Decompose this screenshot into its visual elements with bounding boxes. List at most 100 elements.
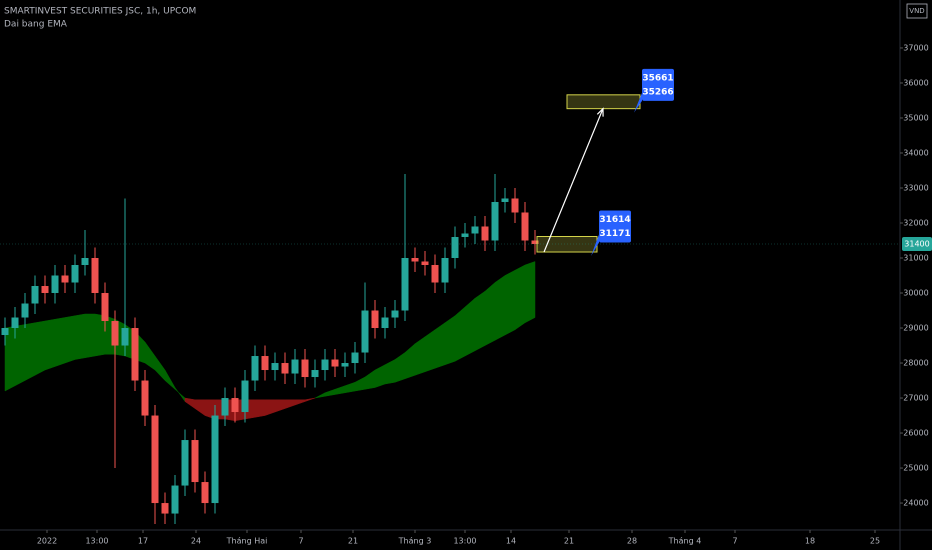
ema-band xyxy=(524,261,536,324)
ema-band xyxy=(404,343,416,380)
candle-body xyxy=(531,240,539,244)
candle-body xyxy=(271,363,279,371)
candle-body xyxy=(71,265,79,283)
candle-body xyxy=(451,236,459,258)
candle-body xyxy=(31,286,39,304)
candle-body xyxy=(221,398,229,416)
candle-body xyxy=(481,226,489,241)
candle-body xyxy=(441,257,449,283)
x-tick-label: Tháng 3 xyxy=(398,537,432,546)
x-tick-label: 28 xyxy=(627,537,637,546)
callout-label: 35266 xyxy=(642,87,673,97)
candle-body xyxy=(101,293,109,322)
ema-band xyxy=(164,369,176,390)
x-tick-label: 21 xyxy=(348,537,358,546)
candle-body xyxy=(21,303,29,318)
ema-band xyxy=(54,317,66,367)
target-zone xyxy=(566,94,641,110)
candle-body xyxy=(421,261,429,265)
candle-body xyxy=(261,356,269,371)
candle-body xyxy=(351,352,359,364)
candle-body xyxy=(331,359,339,367)
ema-band xyxy=(424,329,436,373)
callout-pointer xyxy=(591,234,599,257)
candle-body xyxy=(51,275,59,294)
y-tick-label: 25000 xyxy=(903,464,928,473)
y-tick-label: 30000 xyxy=(903,289,928,298)
currency-box[interactable] xyxy=(906,3,928,19)
callout-label: 31171 xyxy=(599,229,630,239)
candle-body xyxy=(11,317,19,329)
ema-band xyxy=(484,281,496,346)
x-tick-label: 14 xyxy=(506,537,516,546)
ema-band xyxy=(314,392,326,399)
candle-body xyxy=(341,363,349,367)
arrow-head xyxy=(596,107,604,117)
y-tick-label: 37000 xyxy=(903,43,928,52)
candle-body xyxy=(171,485,179,514)
ema-band xyxy=(454,306,466,362)
ema-band xyxy=(194,399,206,417)
last-price-label: 31400 xyxy=(904,239,929,248)
candle-body xyxy=(391,310,399,318)
ema-band xyxy=(64,315,76,364)
candle-body xyxy=(491,201,499,241)
candle-body xyxy=(91,257,99,294)
last-price-tag xyxy=(902,236,932,251)
candle-body xyxy=(281,363,289,374)
candle-body xyxy=(61,275,69,283)
y-tick-label: 32000 xyxy=(903,218,928,227)
ema-band xyxy=(354,376,366,392)
currency[interactable]: VND xyxy=(909,7,924,15)
candle-body xyxy=(251,356,259,381)
ema-band xyxy=(74,313,86,360)
candle-body xyxy=(231,398,239,413)
ema-band xyxy=(174,386,186,403)
ema-band xyxy=(284,399,296,409)
ema-band xyxy=(394,352,406,383)
x-tick-label: 18 xyxy=(805,537,815,546)
ema-band xyxy=(334,385,346,395)
ema-band xyxy=(444,315,456,366)
y-tick-label: 33000 xyxy=(903,183,928,192)
callout-label: 35661 xyxy=(642,73,673,83)
ema-band xyxy=(154,355,166,382)
x-tick-label: 21 xyxy=(564,537,574,546)
candle-body xyxy=(521,212,529,241)
candle-body xyxy=(471,226,479,234)
price-callout xyxy=(642,68,674,101)
symbol-title: SMARTINVEST SECURITIES JSC, 1h, UPCOM xyxy=(4,7,196,17)
candle-body xyxy=(371,310,379,329)
candle-body xyxy=(191,440,199,483)
y-tick-label: 34000 xyxy=(903,148,928,157)
ema-band xyxy=(364,369,376,390)
ema-band xyxy=(184,397,196,410)
ema-band xyxy=(464,297,476,357)
ema-band xyxy=(84,313,96,359)
candle-body xyxy=(181,440,189,486)
ema-band xyxy=(504,269,516,336)
ema-band xyxy=(434,322,446,369)
x-tick-label: 2022 xyxy=(37,537,57,546)
candle-body xyxy=(241,380,249,413)
ema-band xyxy=(254,399,266,418)
candle-body xyxy=(151,415,159,504)
indicator-name: Dai bang EMA xyxy=(4,20,68,30)
candle-body xyxy=(401,257,409,311)
ema-band xyxy=(34,320,46,376)
ema-band xyxy=(344,381,356,394)
x-tick-label: 7 xyxy=(298,537,303,546)
candle-body xyxy=(381,317,389,329)
ema-band xyxy=(44,318,56,371)
ema-band xyxy=(474,290,486,352)
ema-band xyxy=(294,399,306,406)
candle-body xyxy=(321,359,329,371)
candle-body xyxy=(201,482,209,504)
ema-band xyxy=(514,264,526,331)
ema-band xyxy=(304,397,316,402)
candle-body xyxy=(211,415,219,504)
candle-body xyxy=(141,380,149,416)
candle-body xyxy=(511,198,519,213)
ema-band xyxy=(4,325,16,392)
